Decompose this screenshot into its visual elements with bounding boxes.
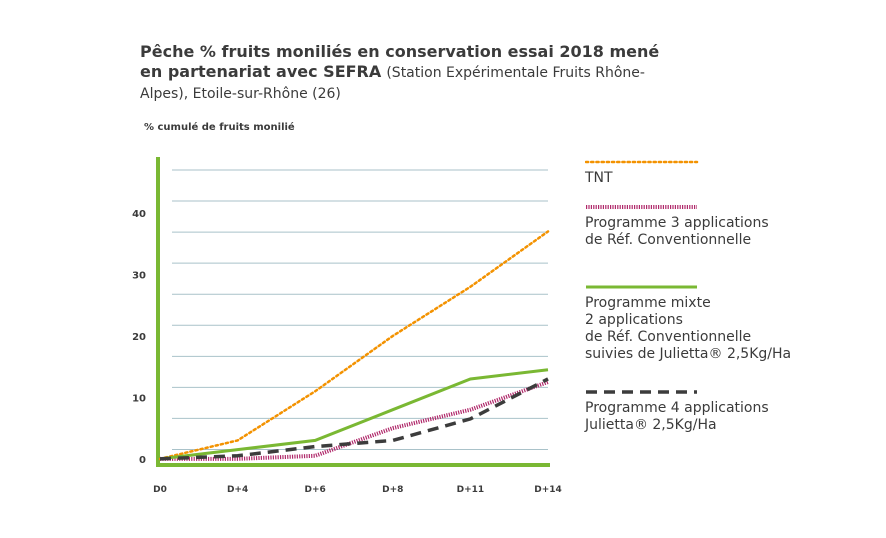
legend-swatch xyxy=(586,205,697,209)
y-tick-label: 10 xyxy=(132,393,146,404)
legend-swatch xyxy=(586,285,697,289)
legend-item-2: Programme 3 applications de Réf. Convent… xyxy=(585,205,875,249)
y-tick-label: 40 xyxy=(132,209,146,220)
chart-title: Pêche % fruits moniliés en conservation … xyxy=(140,42,660,104)
y-tick-label: 20 xyxy=(132,332,146,343)
x-tick-label: D+14 xyxy=(534,485,562,495)
x-tick-label: D+8 xyxy=(382,485,403,495)
legend-label: Programme mixte 2 applications de Réf. C… xyxy=(585,295,792,362)
chart-title-bold: Pêche % fruits moniliés en conservation … xyxy=(140,42,660,81)
x-tick-label: D+6 xyxy=(305,485,326,495)
legend-label: TNT xyxy=(585,170,613,186)
legend-label: Programme 4 applications Julietta® 2,5Kg… xyxy=(585,400,769,433)
gridlines xyxy=(172,169,548,450)
legend-item-4: Programme 4 applications Julietta® 2,5Kg… xyxy=(585,390,875,434)
y-tick-label: 0 xyxy=(139,455,146,466)
legend-swatch xyxy=(586,390,697,394)
legend-item-1: TNT xyxy=(585,160,875,187)
legend-label: Programme 3 applications de Réf. Convent… xyxy=(585,215,769,248)
x-tick-label: D+4 xyxy=(227,485,248,495)
y-tick-label: 30 xyxy=(132,270,146,281)
y-axis-title: % cumulé de fruits monilié xyxy=(144,122,295,133)
legend-item-3: Programme mixte 2 applications de Réf. C… xyxy=(585,285,875,363)
x-tick-label: D0 xyxy=(153,485,167,495)
series-line-3 xyxy=(159,368,549,461)
chart-title-light: (Station Expérimentale Fruits Rhône-Alpe… xyxy=(140,65,645,102)
x-tick-label: D+11 xyxy=(457,485,485,495)
series-line-4 xyxy=(159,377,549,461)
series-line-1 xyxy=(158,230,550,461)
legend-swatch xyxy=(585,160,699,164)
series-line-2 xyxy=(160,380,549,461)
